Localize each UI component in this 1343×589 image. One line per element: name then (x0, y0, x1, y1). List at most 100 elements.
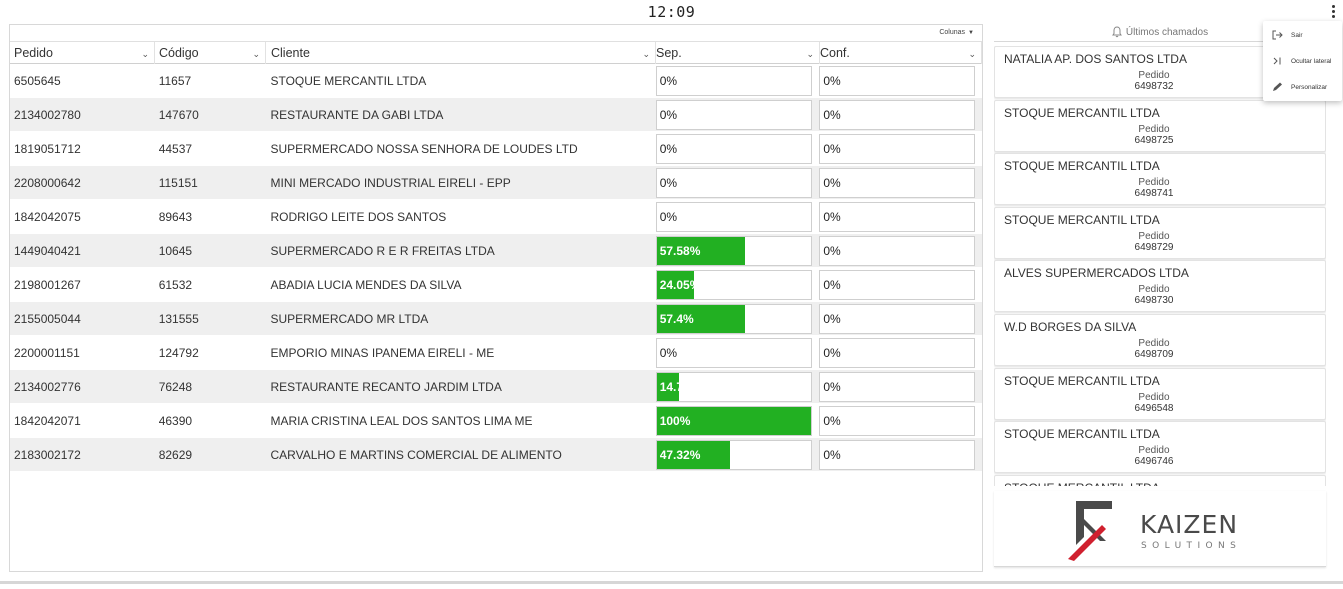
header-sep[interactable]: Sep. ⌄ (656, 42, 820, 64)
conf-progress-label: 0% (823, 380, 841, 394)
recent-calls-header: Últimos chamados (994, 24, 1326, 42)
cell-cliente: STOQUE MERCANTIL LTDA (270, 74, 427, 88)
card-client-name: STOQUE MERCANTIL LTDA (1004, 159, 1160, 174)
sep-progress-bar: 0% (655, 66, 812, 96)
conf-progress-bar: 0% (819, 134, 976, 164)
sep-progress-bar: 0% (655, 100, 812, 130)
menu-item-personalizar[interactable]: Personalizar (1263, 75, 1342, 99)
card-order-label: Pedido (1138, 177, 1170, 189)
orders-table: Colunas ▼ Pedido ⌄ Código ⌄ Cliente ⌄ Sep. ⌄ … (9, 24, 983, 572)
table-row[interactable]: 2134002780 147670 RESTAURANTE DA GABI LT… (10, 98, 982, 132)
conf-progress-bar: 0% (819, 406, 976, 436)
cell-sep: 0% (655, 132, 819, 166)
table-row[interactable]: 2208000642 115151 MINI MERCADO INDUSTRIA… (10, 166, 982, 200)
conf-progress-bar: 0% (819, 440, 976, 470)
header-codigo[interactable]: Código ⌄ (155, 42, 266, 64)
card-client-name: W.D BORGES DA SILVA (1004, 319, 1137, 334)
recent-call-card[interactable]: ALVES SUPERMERCADOS LTDA Pedido 6498730 (994, 260, 1326, 313)
conf-progress-label: 0% (823, 210, 841, 224)
card-client-name: STOQUE MERCANTIL LTDA (1004, 373, 1160, 388)
clock: 12:09 (647, 3, 696, 21)
menu-item-ocultar-lateral[interactable]: Ocultar lateral (1263, 49, 1342, 73)
cell-codigo: 44537 (158, 142, 193, 156)
cell-codigo: 124792 (158, 346, 199, 360)
card-order-label: Pedido (1138, 391, 1170, 403)
sep-progress-label: 0% (659, 210, 678, 224)
cell-codigo: 89643 (158, 210, 193, 224)
sep-progress-label: 0% (659, 108, 678, 122)
menu-item-label: Sair (1291, 31, 1303, 39)
cell-sep: 100% (655, 404, 819, 438)
sep-progress-label: 57.4% (659, 312, 694, 326)
recent-call-card[interactable]: STOQUE MERCANTIL LTDA Pedido (994, 474, 1326, 486)
table-row[interactable]: 2200001151 124792 EMPORIO MINAS IPANEMA … (10, 336, 982, 370)
cell-conf: 0% (818, 132, 982, 166)
logo-name: KAIZEN (1140, 510, 1239, 539)
sort-icon: ⌄ (642, 49, 650, 59)
sep-progress-fill (656, 373, 680, 401)
cell-codigo: 61532 (158, 278, 193, 292)
table-row[interactable]: 2155005044 131555 SUPERMERCADO MR LTDA 5… (10, 302, 982, 336)
header-label: Conf. (820, 46, 850, 60)
sep-progress-label: 0% (659, 74, 678, 88)
recent-call-card[interactable]: STOQUE MERCANTIL LTDA Pedido 6498741 (994, 153, 1326, 206)
card-client-name: ALVES SUPERMERCADOS LTDA (1004, 266, 1189, 281)
cell-pedido: 2198001267 (14, 278, 81, 292)
sep-progress-fill (656, 271, 694, 299)
columns-button[interactable]: Colunas ▼ (939, 29, 974, 36)
cell-conf: 0% (818, 438, 982, 472)
table-row[interactable]: 1842042075 89643 RODRIGO LEITE DOS SANTO… (10, 200, 982, 234)
conf-progress-bar: 0% (819, 100, 976, 130)
conf-progress-label: 0% (823, 448, 841, 462)
cell-cliente: SUPERMERCADO R E R FREITAS LTDA (270, 244, 495, 258)
table-row[interactable]: 2134002776 76248 RESTAURANTE RECANTO JAR… (10, 370, 982, 404)
card-client-name: STOQUE MERCANTIL LTDA (1004, 481, 1316, 486)
recent-call-card[interactable]: STOQUE MERCANTIL LTDA Pedido 6496548 (994, 367, 1326, 420)
menu-item-sair[interactable]: Sair (1263, 23, 1342, 47)
sort-icon: ⌄ (968, 49, 976, 59)
menu-item-label: Ocultar lateral (1291, 57, 1332, 65)
cell-sep: 14.7 (655, 370, 819, 404)
conf-progress-label: 0% (823, 278, 841, 292)
card-order-label: Pedido (1138, 445, 1170, 457)
recent-call-card[interactable]: STOQUE MERCANTIL LTDA Pedido 6496746 (994, 421, 1326, 474)
header-pedido[interactable]: Pedido ⌄ (10, 42, 155, 64)
conf-progress-label: 0% (823, 312, 841, 326)
conf-progress-bar: 0% (819, 66, 976, 96)
table-row[interactable]: 1449040421 10645 SUPERMERCADO R E R FREI… (10, 234, 982, 268)
conf-progress-label: 0% (823, 414, 841, 428)
table-row[interactable]: 2183002172 82629 CARVALHO E MARTINS COME… (10, 438, 982, 472)
header-conf[interactable]: Conf. ⌄ (820, 42, 982, 64)
conf-progress-label: 0% (823, 108, 841, 122)
cell-cliente: MINI MERCADO INDUSTRIAL EIRELI - EPP (270, 176, 511, 190)
cell-pedido: 2134002776 (14, 380, 81, 394)
header-cliente[interactable]: Cliente ⌄ (266, 42, 656, 64)
sep-progress-fill (656, 305, 746, 333)
table-row[interactable]: 1842042071 46390 MARIA CRISTINA LEAL DOS… (10, 404, 982, 438)
cell-codigo: 131555 (158, 312, 199, 326)
recent-call-card[interactable]: STOQUE MERCANTIL LTDA Pedido 6498725 (994, 99, 1326, 152)
sep-progress-bar: 24.05% (655, 270, 812, 300)
cell-codigo: 115151 (158, 176, 198, 190)
recent-calls-title: Últimos chamados (1125, 27, 1209, 38)
cell-conf: 0% (818, 234, 982, 268)
card-client-name: STOQUE MERCANTIL LTDA (1004, 105, 1160, 120)
conf-progress-bar: 0% (819, 202, 976, 232)
conf-progress-bar: 0% (819, 168, 976, 198)
cell-cliente: RODRIGO LEITE DOS SANTOS (270, 210, 447, 224)
cell-pedido: 1449040421 (14, 244, 81, 258)
table-row[interactable]: 1819051712 44537 SUPERMERCADO NOSSA SENH… (10, 132, 982, 166)
recent-call-card[interactable]: STOQUE MERCANTIL LTDA Pedido 6498729 (994, 206, 1326, 259)
card-order-number: 6498709 (1134, 348, 1174, 360)
table-header: Pedido ⌄ Código ⌄ Cliente ⌄ Sep. ⌄ Conf. ⌄ (10, 41, 982, 64)
cell-codigo: 76248 (158, 380, 193, 394)
recent-call-card[interactable]: W.D BORGES DA SILVA Pedido 6498709 (994, 313, 1326, 366)
table-row[interactable]: 2198001267 61532 ABADIA LUCIA MENDES DA … (10, 268, 982, 302)
cell-pedido: 1819051712 (14, 142, 81, 156)
more-options-icon[interactable] (1326, 2, 1340, 20)
cell-conf: 0% (818, 200, 982, 234)
table-row[interactable]: 6505645 11657 STOQUE MERCANTIL LTDA 0% 0… (10, 64, 982, 98)
cell-cliente: EMPORIO MINAS IPANEMA EIRELI - ME (270, 346, 495, 360)
cell-codigo: 147670 (158, 108, 199, 122)
cell-cliente: RESTAURANTE DA GABI LTDA (270, 108, 444, 122)
